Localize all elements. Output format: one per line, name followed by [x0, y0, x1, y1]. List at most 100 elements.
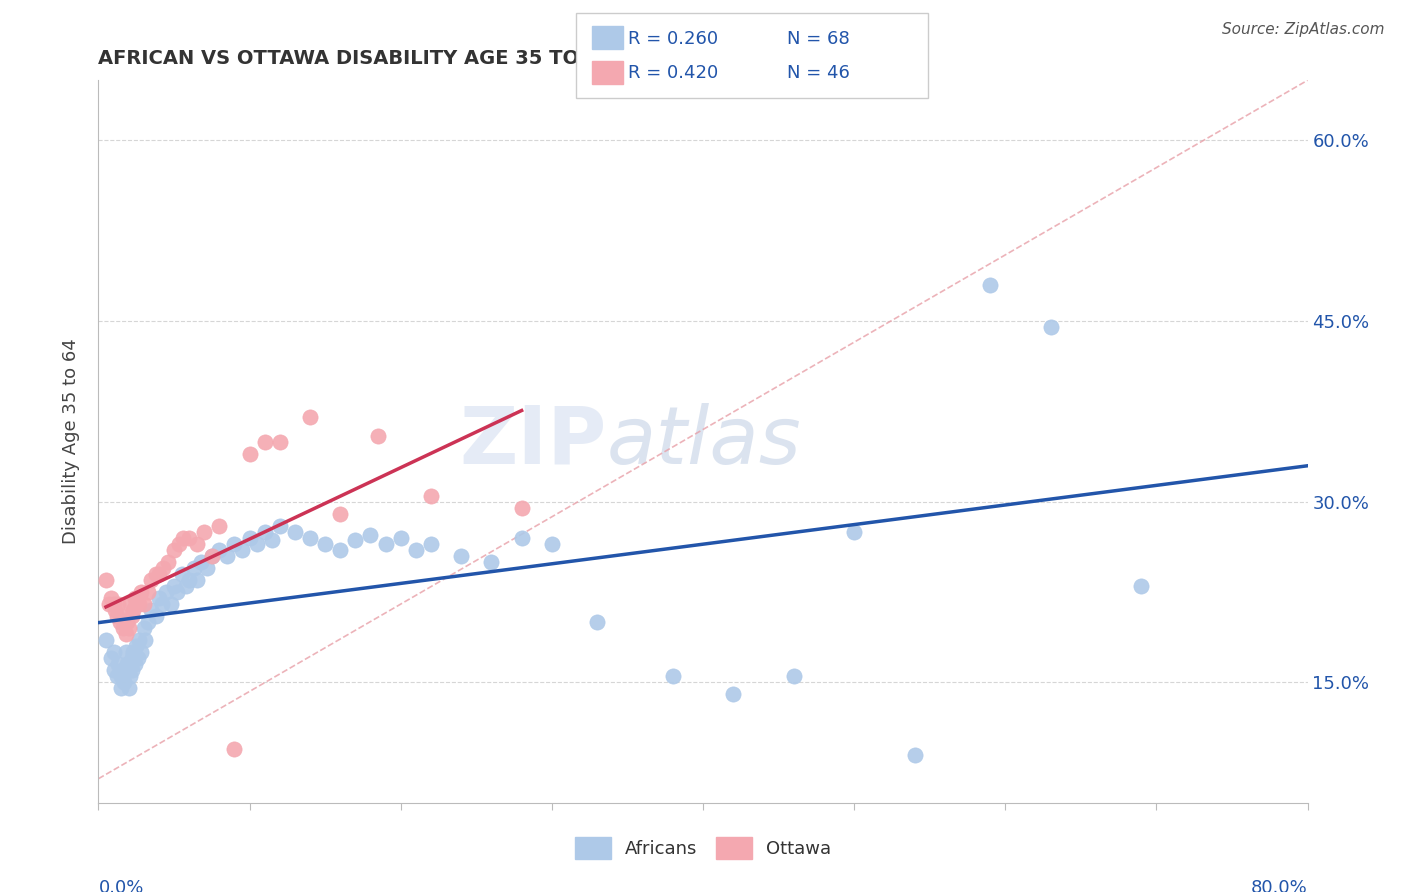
- Point: [253, 524, 276, 539]
- Text: N = 46: N = 46: [787, 64, 851, 82]
- Text: atlas: atlas: [606, 402, 801, 481]
- Point: [94, 573, 117, 587]
- Point: [121, 664, 143, 678]
- Point: [167, 537, 190, 551]
- Point: [186, 573, 208, 587]
- Point: [110, 609, 132, 624]
- Point: [253, 434, 276, 449]
- Point: [155, 585, 177, 599]
- Point: [208, 518, 231, 533]
- Point: [179, 531, 201, 545]
- Point: [420, 489, 443, 503]
- Point: [193, 524, 215, 539]
- Point: [111, 621, 134, 635]
- Point: [128, 633, 150, 648]
- Point: [215, 549, 238, 563]
- Point: [269, 518, 291, 533]
- Point: [121, 609, 143, 624]
- Point: [156, 555, 179, 569]
- Point: [450, 549, 472, 563]
- Point: [783, 669, 806, 683]
- Point: [1130, 579, 1153, 593]
- Point: [239, 531, 262, 545]
- Point: [122, 603, 145, 617]
- Point: [127, 591, 149, 606]
- Point: [129, 645, 152, 659]
- Point: [183, 561, 205, 575]
- Point: [107, 597, 129, 611]
- Point: [115, 657, 138, 672]
- Point: [136, 615, 159, 630]
- Point: [1039, 320, 1062, 334]
- Y-axis label: Disability Age 35 to 64: Disability Age 35 to 64: [62, 339, 80, 544]
- Point: [98, 597, 121, 611]
- Point: [110, 681, 132, 696]
- Point: [124, 657, 146, 672]
- Point: [127, 651, 149, 665]
- Point: [118, 657, 141, 672]
- Point: [172, 531, 194, 545]
- Point: [110, 669, 132, 683]
- Point: [134, 633, 156, 648]
- Point: [100, 591, 122, 606]
- Point: [201, 549, 224, 563]
- Point: [103, 664, 125, 678]
- Point: [141, 573, 163, 587]
- Point: [246, 537, 269, 551]
- Point: [94, 633, 117, 648]
- Text: R = 0.420: R = 0.420: [628, 64, 718, 82]
- Point: [661, 669, 683, 683]
- Point: [904, 747, 927, 762]
- Point: [166, 585, 188, 599]
- Point: [103, 597, 125, 611]
- Point: [389, 531, 412, 545]
- Point: [115, 615, 138, 630]
- Point: [420, 537, 443, 551]
- Point: [269, 434, 291, 449]
- Point: [114, 645, 136, 659]
- Point: [314, 537, 336, 551]
- Point: [145, 567, 167, 582]
- Point: [105, 669, 128, 683]
- Point: [160, 597, 183, 611]
- Point: [125, 597, 148, 611]
- Text: 0.0%: 0.0%: [98, 880, 143, 892]
- Point: [120, 669, 142, 683]
- Text: Source: ZipAtlas.com: Source: ZipAtlas.com: [1222, 22, 1385, 37]
- Point: [118, 681, 141, 696]
- Point: [723, 687, 745, 701]
- Point: [329, 542, 352, 557]
- Point: [170, 567, 193, 582]
- Point: [148, 591, 170, 606]
- Point: [136, 585, 159, 599]
- Point: [103, 645, 125, 659]
- Point: [125, 639, 148, 653]
- Point: [118, 621, 141, 635]
- Point: [367, 428, 389, 442]
- Point: [104, 603, 127, 617]
- Point: [224, 741, 246, 756]
- Point: [111, 664, 134, 678]
- Point: [174, 579, 197, 593]
- Point: [224, 537, 246, 551]
- Point: [329, 507, 352, 521]
- Point: [152, 561, 174, 575]
- Point: [231, 542, 253, 557]
- Point: [374, 537, 396, 551]
- Point: [148, 567, 170, 582]
- Point: [208, 542, 231, 557]
- Point: [145, 609, 167, 624]
- Point: [124, 591, 146, 606]
- Point: [510, 500, 533, 515]
- Point: [108, 615, 131, 630]
- Point: [844, 524, 866, 539]
- Point: [105, 609, 128, 624]
- Point: [107, 657, 129, 672]
- Point: [586, 615, 609, 630]
- Point: [481, 555, 503, 569]
- Point: [112, 675, 135, 690]
- Point: [195, 561, 218, 575]
- Point: [128, 597, 150, 611]
- Point: [150, 597, 173, 611]
- Legend: Africans, Ottawa: Africans, Ottawa: [568, 830, 838, 866]
